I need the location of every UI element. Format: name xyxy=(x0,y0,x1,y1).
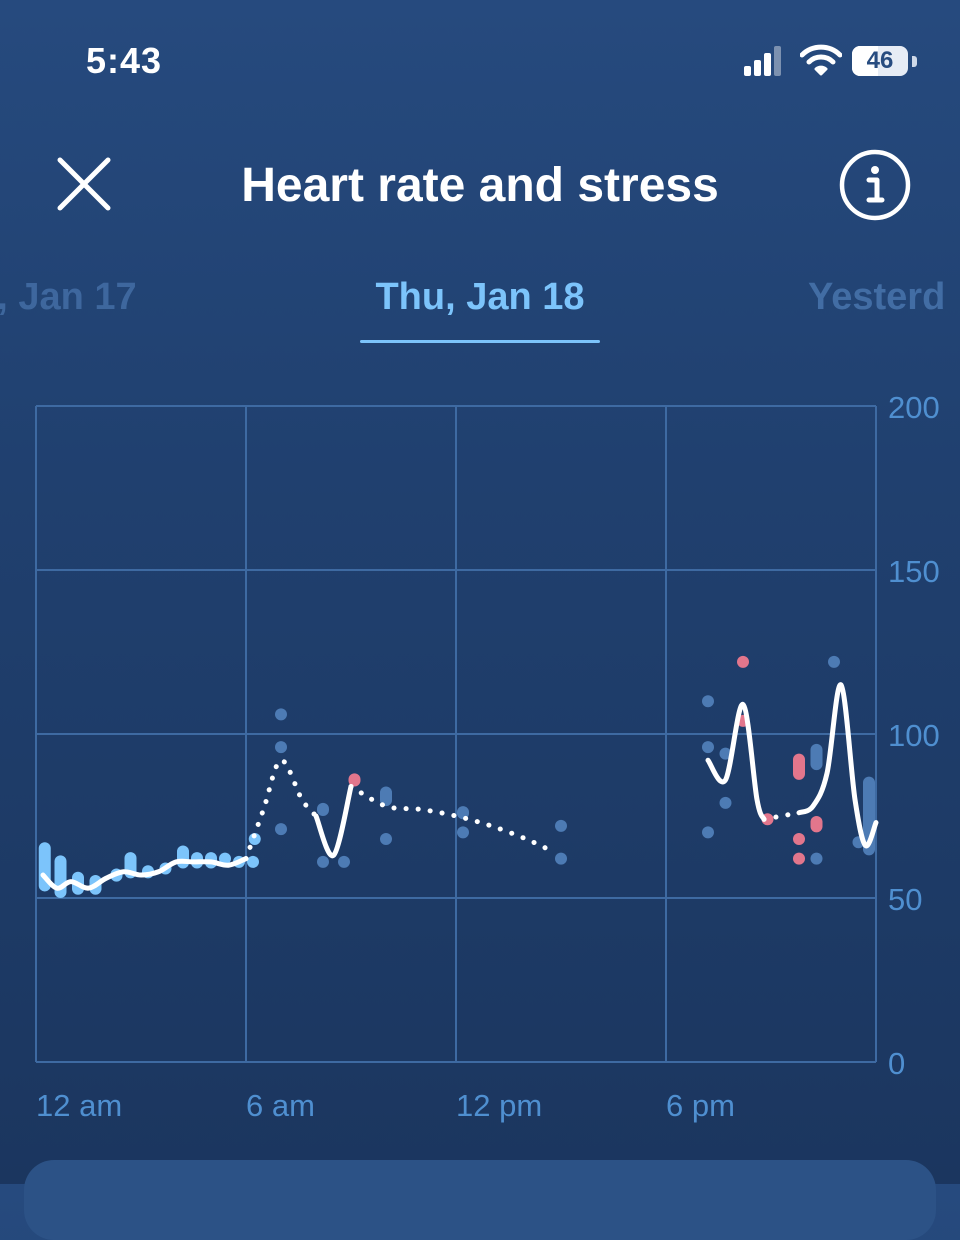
battery-percentage: 46 xyxy=(866,47,894,74)
y-tick-label: 50 xyxy=(888,882,922,917)
heart-rate-measurement xyxy=(793,753,805,780)
heart-rate-measurement xyxy=(555,819,567,832)
status-bar: 5:43 46 xyxy=(0,0,960,120)
heart-rate-measurement xyxy=(793,832,805,845)
cellular-signal-icon xyxy=(744,46,781,76)
heart-rate-measurement xyxy=(219,852,231,865)
y-tick-label: 150 xyxy=(888,554,940,589)
heart-rate-measurement xyxy=(275,741,287,754)
x-tick-label: 6 am xyxy=(246,1088,315,1123)
heart-rate-measurement xyxy=(275,708,287,721)
heart-rate-chart[interactable]: 200 150 100 50 0 12 am 6 am 12 pm 6 pm xyxy=(0,380,960,1140)
heart-rate-measurement xyxy=(348,773,361,787)
heart-rate-measurement xyxy=(457,826,469,839)
heart-rate-measurement xyxy=(719,747,732,760)
heart-rate-line xyxy=(40,682,879,891)
battery-body: 46 xyxy=(852,46,908,76)
tab-current-day[interactable]: Thu, Jan 18 xyxy=(375,276,585,318)
y-tick-label: 100 xyxy=(888,718,940,753)
heart-rate-measurement xyxy=(719,796,732,809)
heart-rate-line-solid xyxy=(796,682,879,849)
heart-rate-measurement xyxy=(317,802,329,816)
battery-icon: 46 xyxy=(852,46,918,78)
tab-previous-day[interactable]: d, Jan 17 xyxy=(0,276,137,318)
heart-rate-measurement xyxy=(54,855,67,898)
wifi-icon xyxy=(800,44,842,76)
heart-rate-line-solid xyxy=(40,856,249,891)
tab-yesterday[interactable]: Yesterd xyxy=(808,276,946,318)
heart-rate-measurement xyxy=(810,816,823,833)
x-axis-ticks: 12 am 6 am 12 pm 6 pm xyxy=(36,1088,735,1123)
heart-rate-measurement xyxy=(317,855,329,868)
heart-rate-measurement xyxy=(338,855,350,868)
tab-underline xyxy=(360,340,600,343)
heart-rate-line-dotted xyxy=(348,783,557,855)
info-icon[interactable] xyxy=(838,148,912,222)
x-tick-label: 12 pm xyxy=(456,1088,542,1123)
heart-rate-measurement xyxy=(810,743,823,771)
y-axis-ticks: 200 150 100 50 0 xyxy=(888,390,940,1081)
heart-rate-measurement xyxy=(702,826,714,839)
heart-rate-line-solid xyxy=(313,783,354,858)
status-time: 5:43 xyxy=(86,40,163,81)
date-tabs: d, Jan 17 Thu, Jan 18 Yesterd xyxy=(0,270,960,350)
summary-card[interactable] xyxy=(24,1160,936,1240)
heart-rate-measurement xyxy=(380,832,392,845)
battery-tip xyxy=(912,56,917,67)
heart-rate-line-solid xyxy=(705,701,767,822)
chart-grid xyxy=(35,405,877,1063)
heart-rate-measurement xyxy=(793,852,805,865)
heart-rate-measurement xyxy=(380,786,392,807)
close-icon[interactable] xyxy=(52,152,116,216)
heart-rate-measurement xyxy=(555,852,567,865)
heart-rate-measurement xyxy=(737,655,749,668)
x-tick-label: 6 pm xyxy=(666,1088,735,1123)
heart-rate-measurement xyxy=(810,852,823,865)
header: Heart rate and stress xyxy=(0,140,960,230)
heart-rate-measurement xyxy=(702,695,714,708)
heart-rate-measurement xyxy=(828,655,840,668)
heart-rate-measurement xyxy=(275,823,287,836)
heart-rate-line-dotted xyxy=(243,757,319,862)
y-tick-label: 200 xyxy=(888,390,940,425)
y-tick-label: 0 xyxy=(888,1046,905,1081)
heart-rate-measurement xyxy=(247,855,259,868)
page-title: Heart rate and stress xyxy=(241,159,719,212)
battery-level xyxy=(852,46,878,76)
heart-rate-measurement xyxy=(177,845,189,869)
x-tick-label: 12 am xyxy=(36,1088,122,1123)
heart-rate-measurement xyxy=(702,741,714,754)
